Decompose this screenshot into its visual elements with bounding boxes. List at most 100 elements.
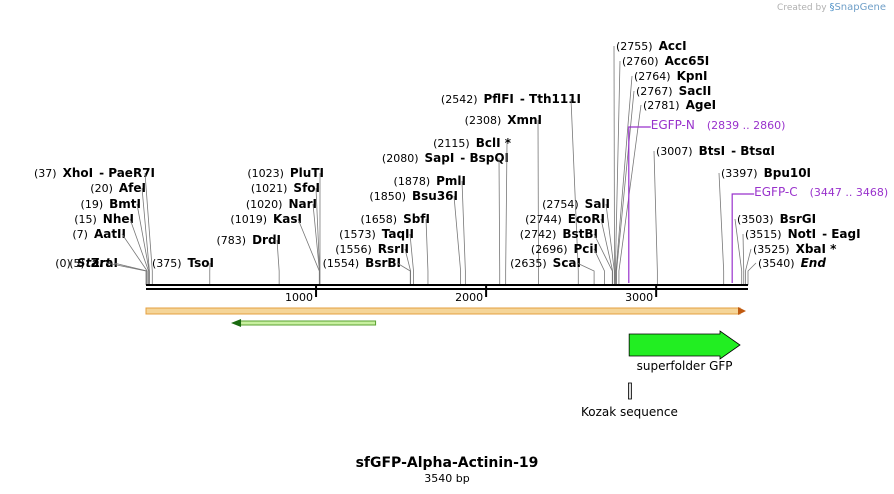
site-label: (5) ZraI: [69, 256, 148, 285]
site-position: (1019): [230, 213, 267, 226]
site-position: (1850): [369, 190, 406, 203]
site-name: PflFI: [484, 92, 514, 106]
site-label: (1850) Bsu36I: [369, 189, 462, 285]
site-position: (2080): [382, 152, 419, 165]
site-label-text: (19) BmtI: [81, 197, 141, 211]
created-by-text: Created by: [777, 3, 827, 13]
site-label-text: (2696) PciI: [531, 242, 598, 256]
site-label-text: (2754) SalI: [542, 197, 610, 211]
site-leader-line: [498, 157, 501, 285]
site-name: BclI *: [476, 136, 512, 150]
site-label-text: (1556) RsrII: [335, 242, 409, 256]
site-position: (0): [55, 257, 71, 270]
site-label-text: (2764) KpnI: [634, 69, 707, 83]
site-leader-line: [615, 75, 633, 285]
site-label-text: (375) TsoI: [152, 256, 214, 270]
site-name: Bsu36I: [412, 189, 458, 203]
site-extra: - Tth111I: [520, 92, 581, 106]
site-leader-line: [605, 203, 615, 285]
site-position: (20): [90, 182, 113, 195]
site-label: (1556) RsrII: [335, 242, 412, 285]
site-name: SacII: [679, 84, 712, 98]
site-leader-line: [409, 233, 414, 285]
site-leader-line: [144, 172, 153, 285]
site-name: TsoI: [188, 256, 214, 270]
kozak-box: [628, 382, 632, 400]
site-position: (2696): [531, 243, 568, 256]
site-position: (2744): [525, 213, 562, 226]
site-extra: - BtsαI: [731, 144, 775, 158]
site-label-text: (3007) BtsI - BtsαI: [656, 144, 775, 158]
site-label: (2080) SapI - BspQI: [382, 151, 509, 285]
site-name: BtsI: [699, 144, 726, 158]
snapgene-logo-icon: §: [829, 2, 835, 13]
site-label-text: (1019) KasI: [230, 212, 302, 226]
site-position: (5): [69, 257, 85, 270]
site-label-text: (1878) PmlI: [394, 174, 466, 188]
site-position: (3503): [737, 213, 774, 226]
site-label-text: (1021) SfoI: [251, 181, 320, 195]
site-label-text: (2115) BclI *: [433, 136, 512, 150]
site-leader-line: [742, 233, 745, 285]
site-leader-line: [745, 248, 752, 285]
site-position: (19): [81, 198, 104, 211]
site-leader-line: [618, 104, 642, 285]
site-name: ScaI: [553, 256, 581, 270]
site-position: (2754): [542, 198, 579, 211]
site-name: Start: [77, 256, 112, 270]
site-name: AccI: [659, 39, 687, 53]
site-position: (1573): [339, 228, 376, 241]
site-leader-line: [106, 262, 147, 285]
site-leader-line: [593, 248, 605, 285]
site-label: (2754) SalI: [542, 197, 615, 285]
site-label: (2742) BstBI: [520, 227, 613, 285]
plasmid-title: sfGFP-Alpha-Actinin-19: [355, 455, 539, 471]
site-position: (3007): [656, 145, 693, 158]
site-label-text: (3515) NotI - EagI: [745, 227, 861, 241]
site-name: PciI: [574, 242, 599, 256]
site-label-text: (2744) EcoRI: [525, 212, 605, 226]
site-label: (3007) BtsI - BtsαI: [653, 144, 775, 285]
orf-forward-bar: [145, 307, 741, 315]
site-extra: - BspQI: [460, 151, 509, 165]
site-position: (2115): [433, 137, 470, 150]
backbone-bottom-strand: [146, 288, 748, 290]
site-position: (1021): [251, 182, 288, 195]
site-position: (783): [216, 234, 246, 247]
site-label: (19) BmtI: [81, 197, 150, 285]
site-name: XhoI: [63, 166, 94, 180]
site-name: BstBI: [562, 227, 598, 241]
site-position: (3397): [721, 167, 758, 180]
site-position: (7): [72, 228, 88, 241]
site-position: (3525): [753, 243, 790, 256]
site-label-text: (37) XhoI - PaeR7I: [34, 166, 155, 180]
site-label: (3503) BsrGI: [734, 212, 816, 285]
site-position: (3515): [745, 228, 782, 241]
site-label: (3397) Bpu10I: [718, 166, 811, 285]
site-leader-line: [593, 233, 613, 285]
site-leader-line: [425, 218, 429, 285]
primer-name: EGFP-N: [651, 118, 695, 132]
site-label: (1021) SfoI: [251, 181, 321, 285]
site-name: XmnI: [507, 113, 542, 127]
site-name: EcoRI: [568, 212, 605, 226]
site-name: KpnI: [677, 69, 708, 83]
site-name: ZraI: [91, 256, 118, 270]
site-name: SapI: [425, 151, 455, 165]
primer-label: EGFP-C (3447 .. 3468): [754, 185, 888, 199]
plasmid-size: 3540 bp: [424, 472, 470, 485]
tick-label: 1000: [285, 291, 313, 304]
site-label-text: (1850) Bsu36I: [369, 189, 458, 203]
site-name: NarI: [288, 197, 317, 211]
site-position: (375): [152, 257, 182, 270]
site-leader-line: [461, 180, 466, 285]
site-leader-line: [136, 203, 150, 285]
site-leader-line: [453, 195, 462, 285]
site-label-text: (2080) SapI - BspQI: [382, 151, 509, 165]
site-name: TaqII: [382, 227, 414, 241]
site-position: (1023): [247, 167, 284, 180]
site-label: (0) Start: [55, 256, 147, 285]
site-name: End: [801, 256, 827, 270]
site-label-text: (2755) AccI: [616, 39, 687, 53]
site-label-text: (3540) End: [758, 256, 826, 270]
